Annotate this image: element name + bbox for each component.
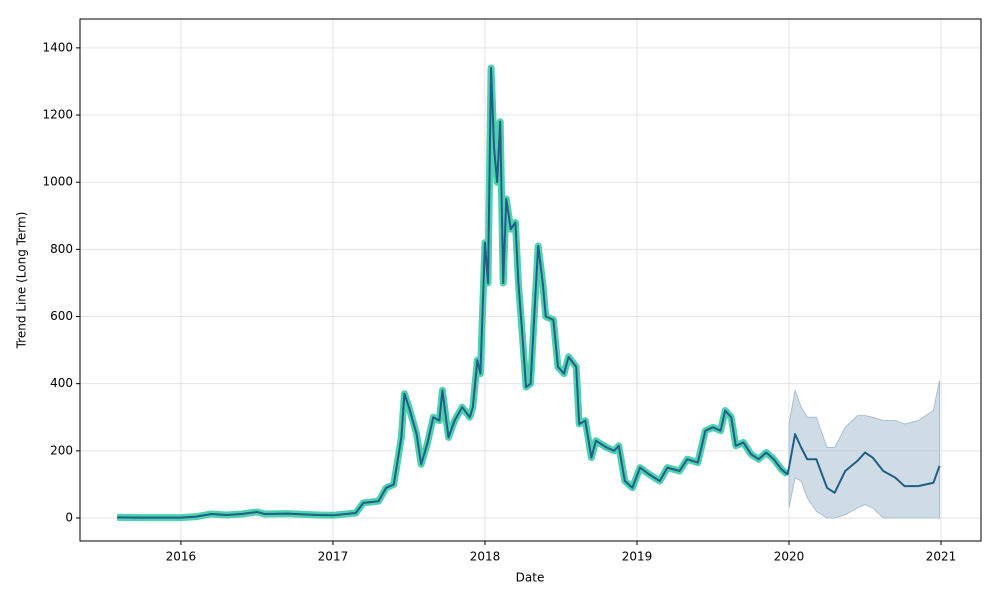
x-tick-label: 2016: [166, 550, 197, 564]
x-tick-label: 2017: [318, 550, 349, 564]
x-tick-label: 2019: [622, 550, 653, 564]
y-tick-label: 1000: [42, 175, 73, 189]
y-axis-label: Trend Line (Long Term): [15, 212, 29, 350]
x-tick-label: 2020: [774, 550, 805, 564]
y-tick-label: 1400: [42, 40, 73, 54]
x-axis-label: Date: [516, 571, 545, 585]
y-tick-label: 0: [65, 510, 73, 524]
series-line: [117, 64, 790, 522]
x-tick-label: 2018: [470, 550, 501, 564]
y-tick-label: 800: [50, 242, 73, 256]
series-line: [117, 67, 941, 519]
plot-frame: [79, 18, 982, 542]
x-tick-label: 2021: [926, 550, 957, 564]
y-tick-label: 200: [50, 443, 73, 457]
y-tick-label: 1200: [42, 108, 73, 122]
y-tick-label: 600: [50, 309, 73, 323]
y-tick-label: 400: [50, 376, 73, 390]
uncertainty-band: [788, 380, 940, 519]
